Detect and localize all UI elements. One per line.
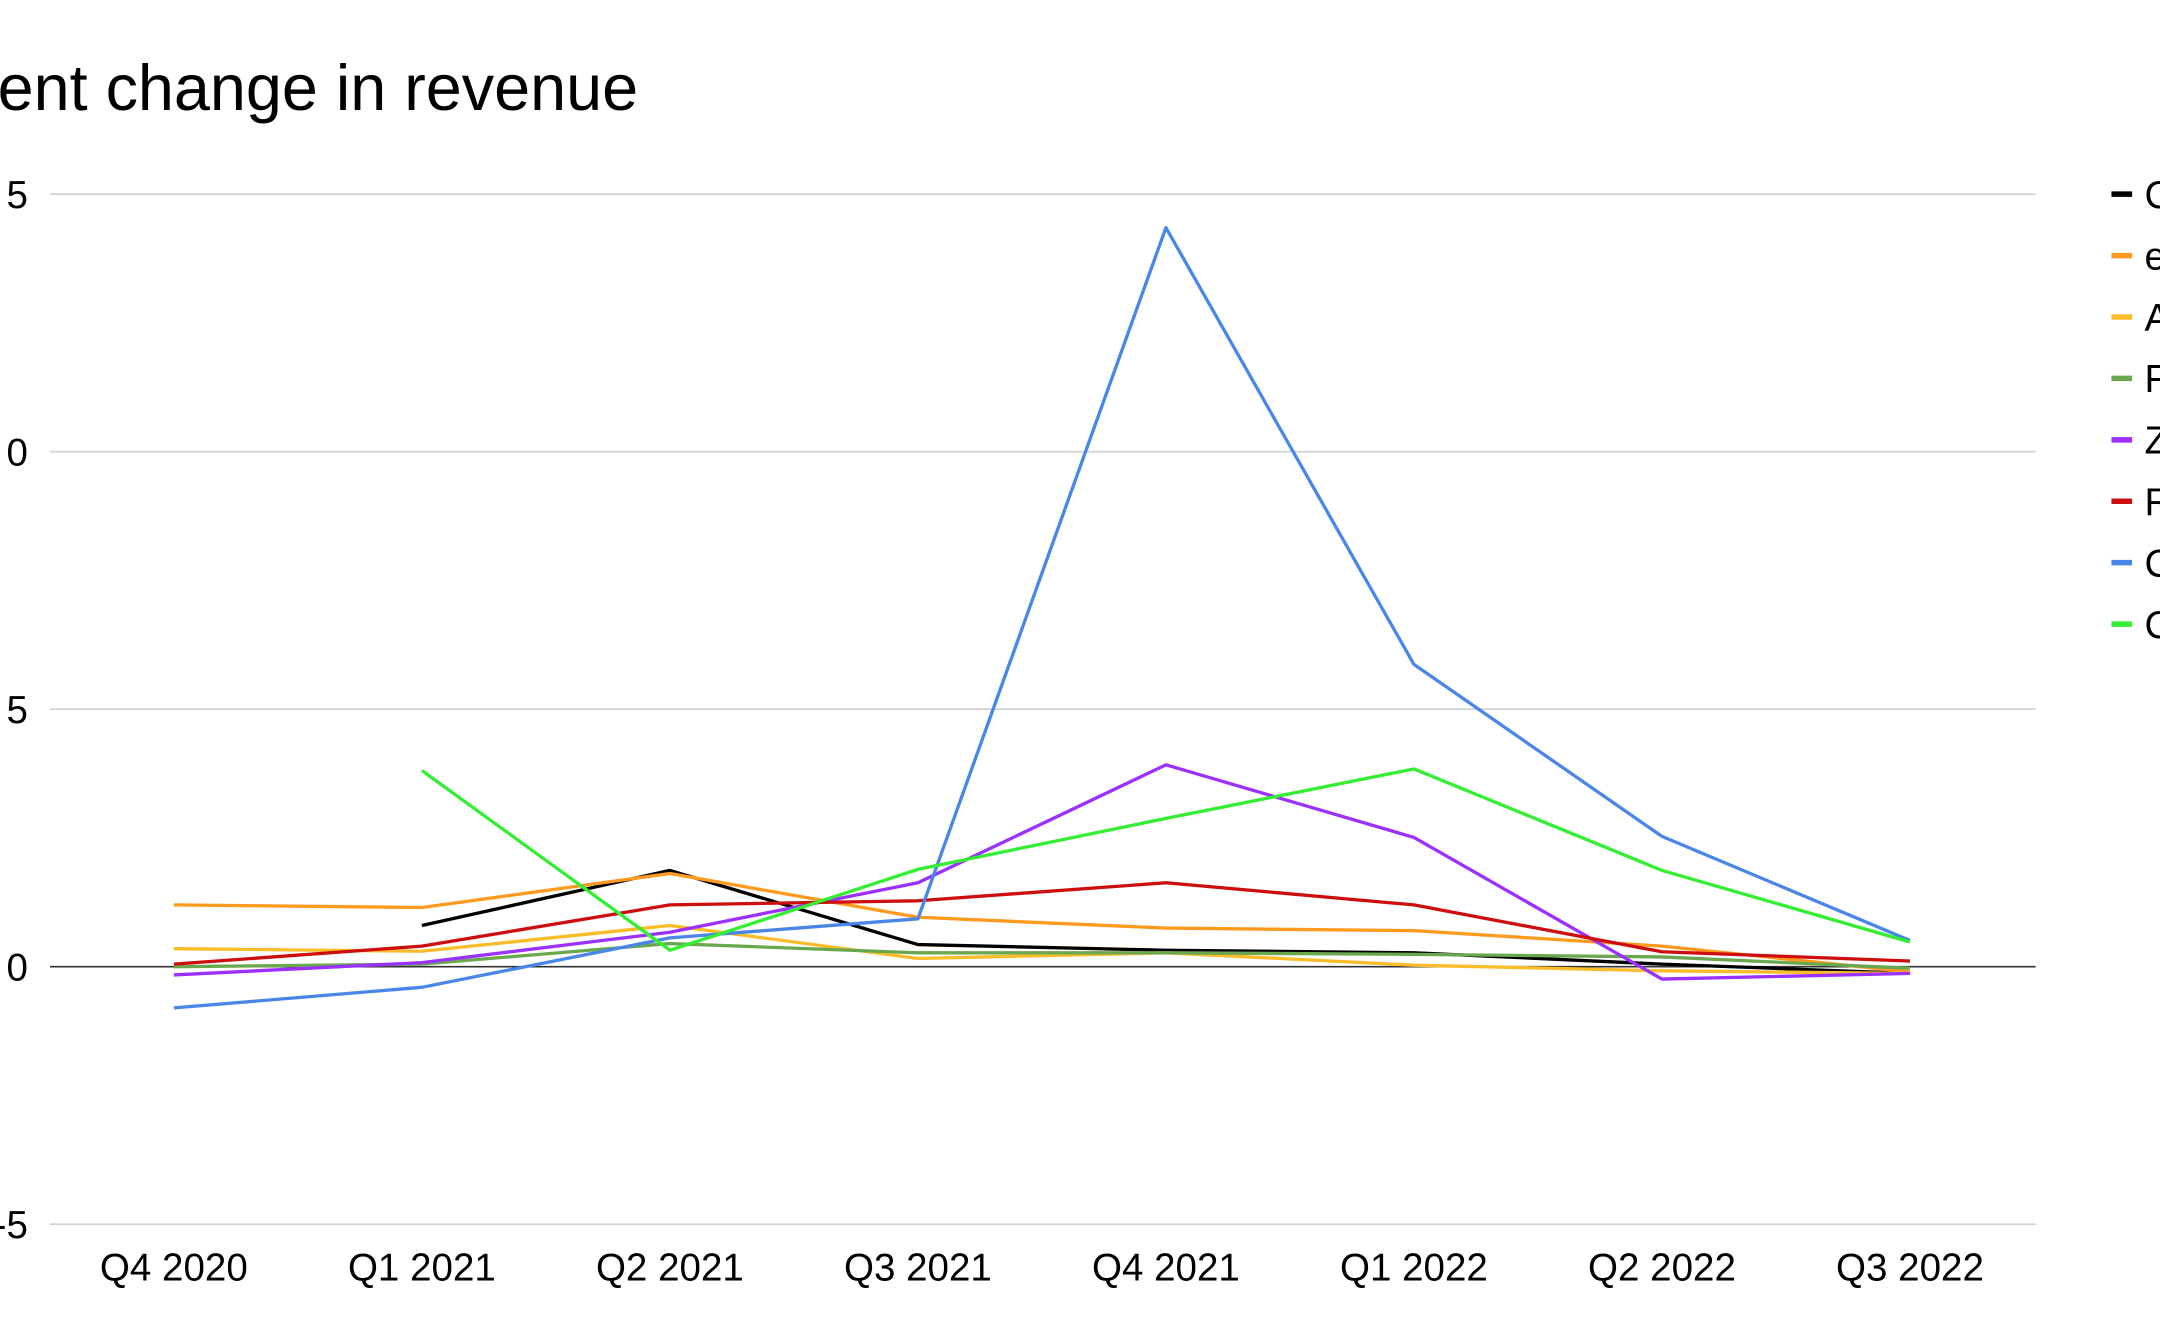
legend-label: Z <box>2144 420 2160 463</box>
series-line <box>173 763 1911 981</box>
x-tick-label: Q4 2020 <box>100 1247 248 1290</box>
x-tick-label: Q3 2022 <box>1836 1247 1984 1290</box>
series-line <box>173 923 1910 976</box>
legend-label: R <box>2144 481 2160 524</box>
x-tick-label: Q3 2021 <box>844 1247 992 1290</box>
y-tick-label: 5 <box>6 689 27 732</box>
y-tick-label: 5 <box>6 174 27 217</box>
x-tick-label: Q1 2022 <box>1340 1247 1488 1290</box>
series-line <box>173 225 1911 1010</box>
legend-label: e <box>2144 235 2160 278</box>
series-line <box>173 881 1911 966</box>
chart-title: ent change in revenue <box>0 51 638 124</box>
series-line <box>420 767 1911 952</box>
series-line <box>421 868 1911 976</box>
legend-label: F <box>2144 358 2160 401</box>
x-tick-label: Q1 2021 <box>348 1247 496 1290</box>
legend-label: C <box>2144 174 2160 217</box>
x-tick-label: Q2 2021 <box>596 1247 744 1290</box>
y-tick-label: -5 <box>0 1204 28 1247</box>
legend-label: C <box>2144 604 2160 647</box>
legend-label: A <box>2144 297 2160 340</box>
x-tick-label: Q2 2022 <box>1588 1247 1736 1290</box>
legend-label: C <box>2144 542 2160 585</box>
y-tick-label: 0 <box>6 431 27 474</box>
y-tick-label: 0 <box>6 946 27 989</box>
x-tick-label: Q4 2021 <box>1092 1247 1240 1290</box>
